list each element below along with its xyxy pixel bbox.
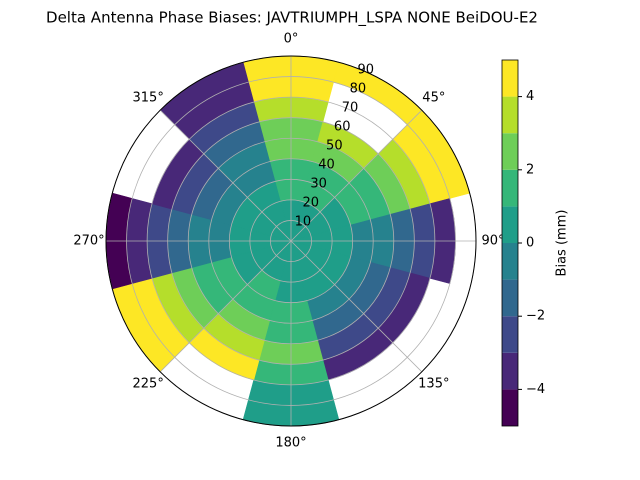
r-tick-label: 30 bbox=[310, 177, 327, 192]
colorbar-tick-label: −2 bbox=[526, 309, 545, 324]
colorbar-band bbox=[502, 60, 518, 97]
theta-tick-label: 225° bbox=[133, 376, 164, 391]
theta-tick-label: 270° bbox=[73, 234, 104, 249]
colorbar-band bbox=[502, 96, 518, 134]
colorbar-tick-label: −4 bbox=[526, 382, 545, 397]
r-tick-label: 90 bbox=[358, 63, 375, 78]
colorbar-label: Bias (mm) bbox=[555, 210, 570, 277]
colorbar-band bbox=[502, 133, 518, 170]
colorbar-band bbox=[502, 243, 518, 280]
theta-tick-label: 0° bbox=[284, 32, 299, 47]
r-tick-label: 40 bbox=[318, 158, 335, 173]
colorbar-band bbox=[502, 316, 518, 353]
colorbar-band bbox=[502, 169, 518, 207]
theta-tick-label: 45° bbox=[422, 91, 445, 106]
grid-spoke bbox=[159, 109, 292, 242]
polar-frame bbox=[105, 55, 477, 427]
grid-spoke bbox=[290, 240, 423, 373]
grid-spoke bbox=[290, 109, 423, 242]
r-tick-label: 80 bbox=[350, 82, 367, 97]
colorbar-tick-label: 0 bbox=[526, 236, 534, 251]
colorbar-band bbox=[502, 279, 518, 317]
grid-spoke bbox=[159, 240, 292, 373]
colorbar-band bbox=[502, 389, 518, 426]
theta-tick-label: 180° bbox=[275, 436, 306, 451]
theta-tick-label: 315° bbox=[133, 91, 164, 106]
r-tick-label: 50 bbox=[326, 139, 343, 154]
theta-tick-label: 135° bbox=[418, 376, 449, 391]
labels: 10 20 30 40 50 60 70 80 90 0° 45° 90° 135° 180° 225° 27… bbox=[73, 32, 504, 451]
chart-title: Delta Antenna Phase Biases: JAVTRIUMPH_L… bbox=[46, 9, 538, 28]
colorbar-tick-label: 4 bbox=[526, 89, 534, 104]
r-tick-label: 60 bbox=[334, 120, 351, 135]
grid bbox=[105, 55, 477, 427]
colorbar-band bbox=[502, 352, 518, 390]
theta-tick-label: 90° bbox=[481, 234, 504, 249]
r-tick-label: 10 bbox=[295, 215, 312, 230]
colorbar-band bbox=[502, 206, 518, 243]
r-tick-label: 20 bbox=[302, 196, 319, 211]
colorbar-tick-label: 2 bbox=[526, 162, 534, 177]
r-tick-label: 70 bbox=[342, 101, 359, 116]
